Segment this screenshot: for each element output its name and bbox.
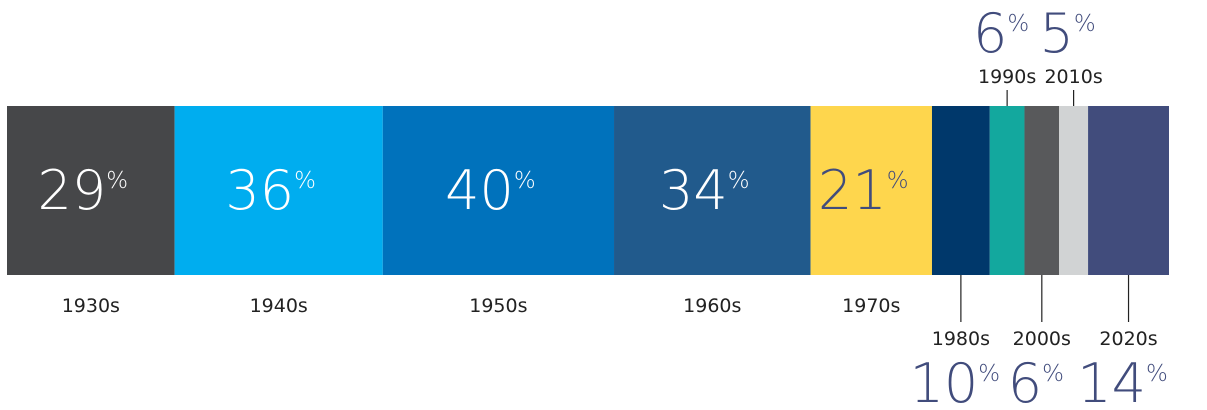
bar-segment-1950s — [382, 106, 615, 275]
category-label-1930s: 1930s — [62, 295, 120, 317]
category-label-2020s: 2020s — [1099, 328, 1157, 350]
category-label-1970s: 1970s — [842, 295, 900, 317]
value-label-2020s: 14% — [1077, 352, 1168, 410]
bar-segment-2010s — [1059, 106, 1089, 275]
category-label-1980s: 1980s — [932, 328, 990, 350]
value-label-1950s: 40% — [445, 159, 536, 222]
category-label-1940s: 1940s — [250, 295, 308, 317]
bar-segment-1990s — [989, 106, 1025, 275]
bar-segment-2000s — [1024, 106, 1060, 275]
value-label-1930s: 29% — [38, 159, 129, 222]
value-label-1980s: 10% — [910, 352, 1001, 410]
bar-segment-1940s — [174, 106, 383, 275]
value-label-1960s: 34% — [659, 159, 750, 222]
value-label-1990s: 6% — [973, 2, 1029, 65]
value-label-1940s: 36% — [225, 159, 316, 222]
bar-segment-2020s — [1088, 106, 1169, 275]
category-label-2010s: 2010s — [1044, 66, 1102, 88]
category-label-2000s: 2000s — [1013, 328, 1071, 350]
bar-segment-1930s — [7, 106, 175, 275]
value-label-2000s: 6% — [1008, 352, 1064, 410]
value-label-1970s: 21% — [818, 159, 909, 222]
category-label-1960s: 1960s — [683, 295, 741, 317]
category-label-1990s: 1990s — [978, 66, 1036, 88]
bar-segment-1970s — [810, 106, 932, 275]
value-label-2010s: 5% — [1040, 2, 1096, 65]
bar-segment-1960s — [614, 106, 811, 275]
bar-segment-1980s — [931, 106, 990, 275]
category-label-1950s: 1950s — [469, 295, 527, 317]
